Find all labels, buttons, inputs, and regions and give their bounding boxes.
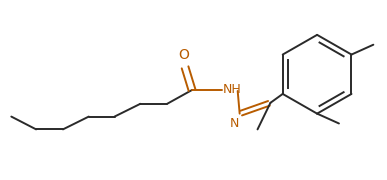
Text: NH: NH [223, 82, 241, 96]
Text: O: O [179, 48, 190, 62]
Text: N: N [229, 117, 239, 130]
